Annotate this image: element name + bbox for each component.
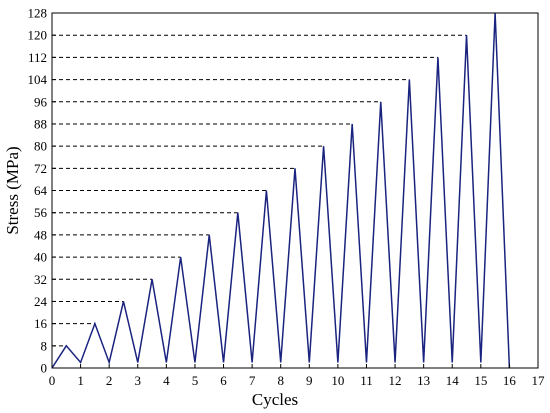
x-axis-ticks: 0 1 2 3 4 5 6 7 8 9 10 11 12 13 14 15 16 17 bbox=[49, 364, 545, 388]
y-tick-label: 64 bbox=[34, 183, 48, 198]
y-tick-label: 40 bbox=[34, 250, 47, 265]
data-point bbox=[308, 361, 310, 363]
x-tick-label: 15 bbox=[474, 373, 487, 388]
data-point bbox=[408, 79, 410, 81]
x-tick-label: 10 bbox=[331, 373, 344, 388]
x-tick-label: 1 bbox=[77, 373, 84, 388]
y-tick-label: 128 bbox=[28, 6, 48, 21]
data-point bbox=[437, 56, 439, 58]
data-point bbox=[394, 361, 396, 363]
y-tick-label: 32 bbox=[34, 272, 47, 287]
x-tick-label: 8 bbox=[277, 373, 284, 388]
data-point bbox=[237, 212, 239, 214]
y-tick-label: 48 bbox=[34, 227, 47, 242]
data-point bbox=[280, 361, 282, 363]
y-tick-label: 120 bbox=[28, 28, 48, 43]
y-tick-label: 112 bbox=[28, 50, 47, 65]
data-point bbox=[451, 361, 453, 363]
x-tick-label: 13 bbox=[417, 373, 430, 388]
data-point bbox=[480, 361, 482, 363]
x-tick-label: 4 bbox=[163, 373, 170, 388]
y-axis-ticks: 0 8 16 24 32 40 48 56 64 72 80 88 96 104 112 120 128 bbox=[28, 6, 56, 376]
data-point bbox=[294, 167, 296, 169]
x-axis-title: Cycles bbox=[252, 390, 298, 409]
x-tick-label: 3 bbox=[135, 373, 142, 388]
x-tick-label: 14 bbox=[446, 373, 460, 388]
data-point bbox=[208, 234, 210, 236]
peak-reference-lines bbox=[52, 12, 496, 347]
data-point bbox=[194, 361, 196, 363]
y-tick-label: 80 bbox=[34, 139, 47, 154]
x-tick-label: 5 bbox=[192, 373, 199, 388]
y-tick-label: 96 bbox=[34, 94, 48, 109]
y-tick-label: 104 bbox=[28, 72, 48, 87]
y-tick-label: 8 bbox=[41, 338, 48, 353]
data-point bbox=[251, 361, 253, 363]
x-tick-label: 2 bbox=[106, 373, 113, 388]
data-point bbox=[423, 361, 425, 363]
x-tick-label: 6 bbox=[220, 373, 227, 388]
data-point bbox=[323, 145, 325, 147]
data-point bbox=[122, 300, 124, 302]
x-tick-label: 0 bbox=[49, 373, 56, 388]
data-point bbox=[108, 361, 110, 363]
data-point bbox=[380, 101, 382, 103]
y-tick-label: 56 bbox=[34, 205, 48, 220]
y-tick-label: 16 bbox=[34, 316, 48, 331]
data-point bbox=[151, 278, 153, 280]
series-line bbox=[51, 12, 511, 369]
data-point bbox=[180, 256, 182, 258]
data-point bbox=[65, 345, 67, 347]
data-point bbox=[80, 361, 82, 363]
data-point bbox=[466, 34, 468, 36]
x-tick-label: 17 bbox=[532, 373, 546, 388]
y-tick-label: 0 bbox=[41, 361, 48, 376]
x-tick-label: 7 bbox=[249, 373, 256, 388]
data-point bbox=[265, 190, 267, 192]
x-tick-label: 12 bbox=[389, 373, 402, 388]
series-group bbox=[51, 12, 511, 369]
y-axis-title: Stress (MPa) bbox=[3, 146, 22, 234]
x-tick-label: 9 bbox=[306, 373, 313, 388]
x-tick-label: 16 bbox=[503, 373, 517, 388]
data-point bbox=[137, 361, 139, 363]
data-point bbox=[351, 123, 353, 125]
data-point bbox=[337, 361, 339, 363]
data-point bbox=[94, 323, 96, 325]
y-tick-label: 24 bbox=[34, 294, 48, 309]
y-tick-label: 88 bbox=[34, 116, 47, 131]
data-point bbox=[365, 361, 367, 363]
data-point bbox=[165, 361, 167, 363]
x-tick-label: 11 bbox=[360, 373, 373, 388]
data-point bbox=[223, 361, 225, 363]
y-tick-label: 72 bbox=[34, 161, 47, 176]
